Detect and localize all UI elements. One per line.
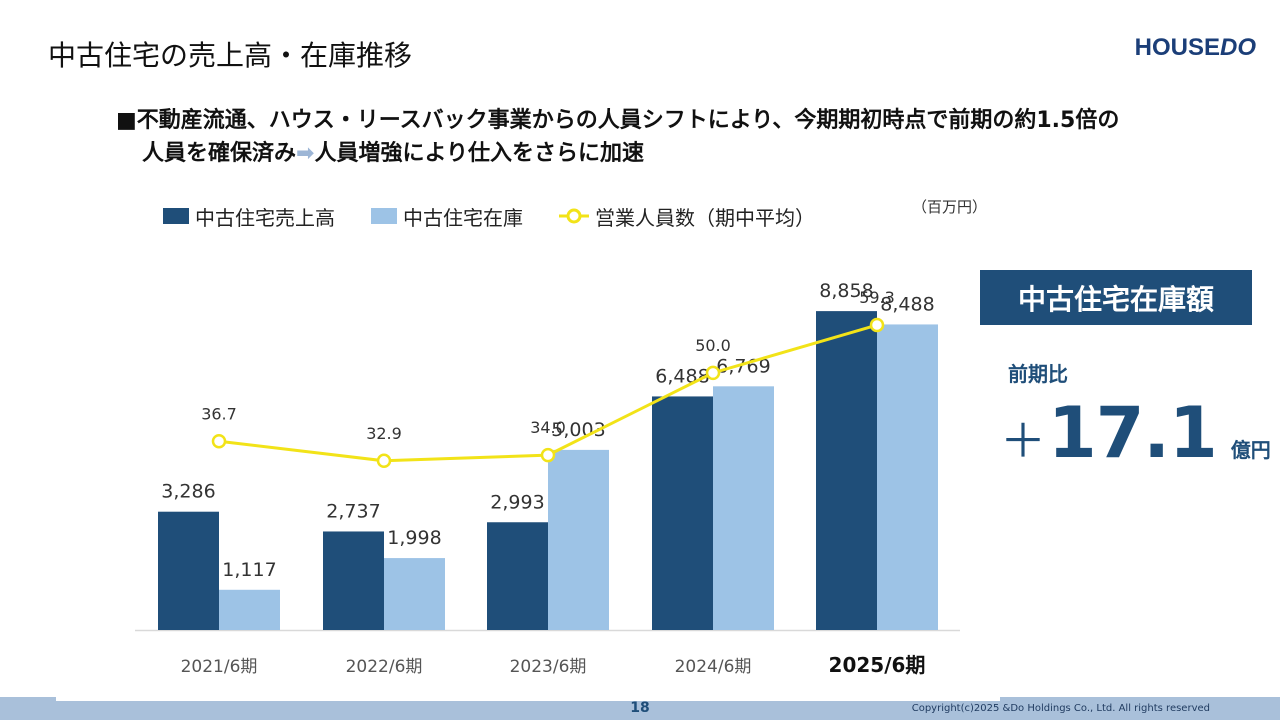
bullet-line-1: ■不動産流通、ハウス・リースバック事業からの人員シフトにより、今期期初時点で前期… [116, 108, 1120, 133]
bar-sales [816, 311, 877, 630]
bar-value-label: 6,488 [655, 365, 709, 387]
staff-line [218, 323, 878, 463]
legend-swatch-staff [559, 208, 589, 224]
legend-item-inventory: 中古住宅在庫 [371, 202, 523, 231]
bar-value-label: 3,286 [161, 481, 215, 503]
yoy-value: ＋ 17.1 億円 [1000, 392, 1271, 474]
staff-point [705, 365, 721, 381]
right-arrow-icon: ➡ [296, 141, 315, 166]
legend-item-staff: 営業人員数（期中平均） [559, 202, 815, 231]
staff-point [211, 434, 227, 449]
chart-legend: 中古住宅売上高 中古住宅在庫 営業人員数（期中平均） [163, 202, 851, 230]
bar-value-label: 1,117 [222, 559, 276, 581]
legend-label-inventory: 中古住宅在庫 [403, 205, 523, 230]
category-label: 2021/6期 [181, 657, 258, 677]
staff-point [869, 317, 885, 333]
company-logo: HOUSEDO [1134, 34, 1256, 61]
bar-inventory [219, 589, 280, 630]
bar-value-label: 2,993 [490, 491, 544, 513]
page-number: 18 [630, 700, 650, 716]
bar-value-label: 8,858 [819, 280, 873, 302]
page-title: 中古住宅の売上高・在庫推移 [48, 39, 413, 72]
yoy-number: 17.1 [1048, 392, 1218, 474]
staff-value-label: 50.0 [695, 336, 731, 355]
bar-sales [487, 522, 548, 630]
yoy-unit: 億円 [1230, 438, 1271, 462]
bar-inventory [384, 558, 445, 630]
bar-inventory [713, 386, 774, 630]
category-label: 2025/6期 [829, 653, 926, 677]
staff-value-label: 34.0 [530, 418, 566, 437]
bar-value-label: 2,737 [326, 500, 380, 522]
legend-label-sales: 中古住宅売上高 [195, 205, 335, 230]
bar-value-label: 1,998 [387, 527, 441, 549]
staff-point [540, 447, 556, 463]
staff-value-label: 59.3 [859, 288, 895, 307]
bullet-line-2-start: 人員を確保済み [142, 141, 297, 166]
bar-value-label: 5,003 [551, 419, 605, 441]
legend-swatch-sales [163, 208, 189, 224]
category-label: 2022/6期 [346, 657, 423, 677]
staff-value-label: 36.7 [201, 404, 237, 423]
category-label: 2024/6期 [675, 657, 752, 677]
staff-point [376, 453, 392, 469]
yoy-label: 前期比 [1008, 362, 1068, 386]
bar-sales [652, 396, 713, 630]
bar-sales [323, 531, 384, 630]
bar-inventory [548, 449, 609, 630]
legend-swatch-inventory [371, 208, 397, 224]
category-label: 2023/6期 [510, 657, 587, 677]
legend-label-staff: 営業人員数（期中平均） [595, 205, 815, 230]
staff-value-label: 32.9 [366, 424, 402, 443]
unit-label: （百万円） [912, 198, 988, 216]
yoy-sign: ＋ [1000, 414, 1046, 468]
inventory-heading: 中古住宅在庫額 [980, 270, 1252, 325]
summary-bullet: ■不動産流通、ハウス・リースバック事業からの人員シフトにより、今期期初時点で前期… [116, 104, 1216, 170]
copyright: Copyright(c)2025 &Do Holdings Co., Ltd. … [911, 703, 1210, 714]
bar-sales [158, 511, 219, 630]
bar-value-label: 8,488 [880, 293, 934, 315]
bullet-line-2: 人員を確保済み➡人員増強により仕入をさらに加速 [116, 137, 1216, 170]
legend-item-sales: 中古住宅売上高 [163, 202, 335, 231]
bar-inventory [877, 324, 938, 630]
bullet-line-2-end: 人員増強により仕入をさらに加速 [314, 141, 645, 166]
footer-bar [0, 697, 1280, 720]
